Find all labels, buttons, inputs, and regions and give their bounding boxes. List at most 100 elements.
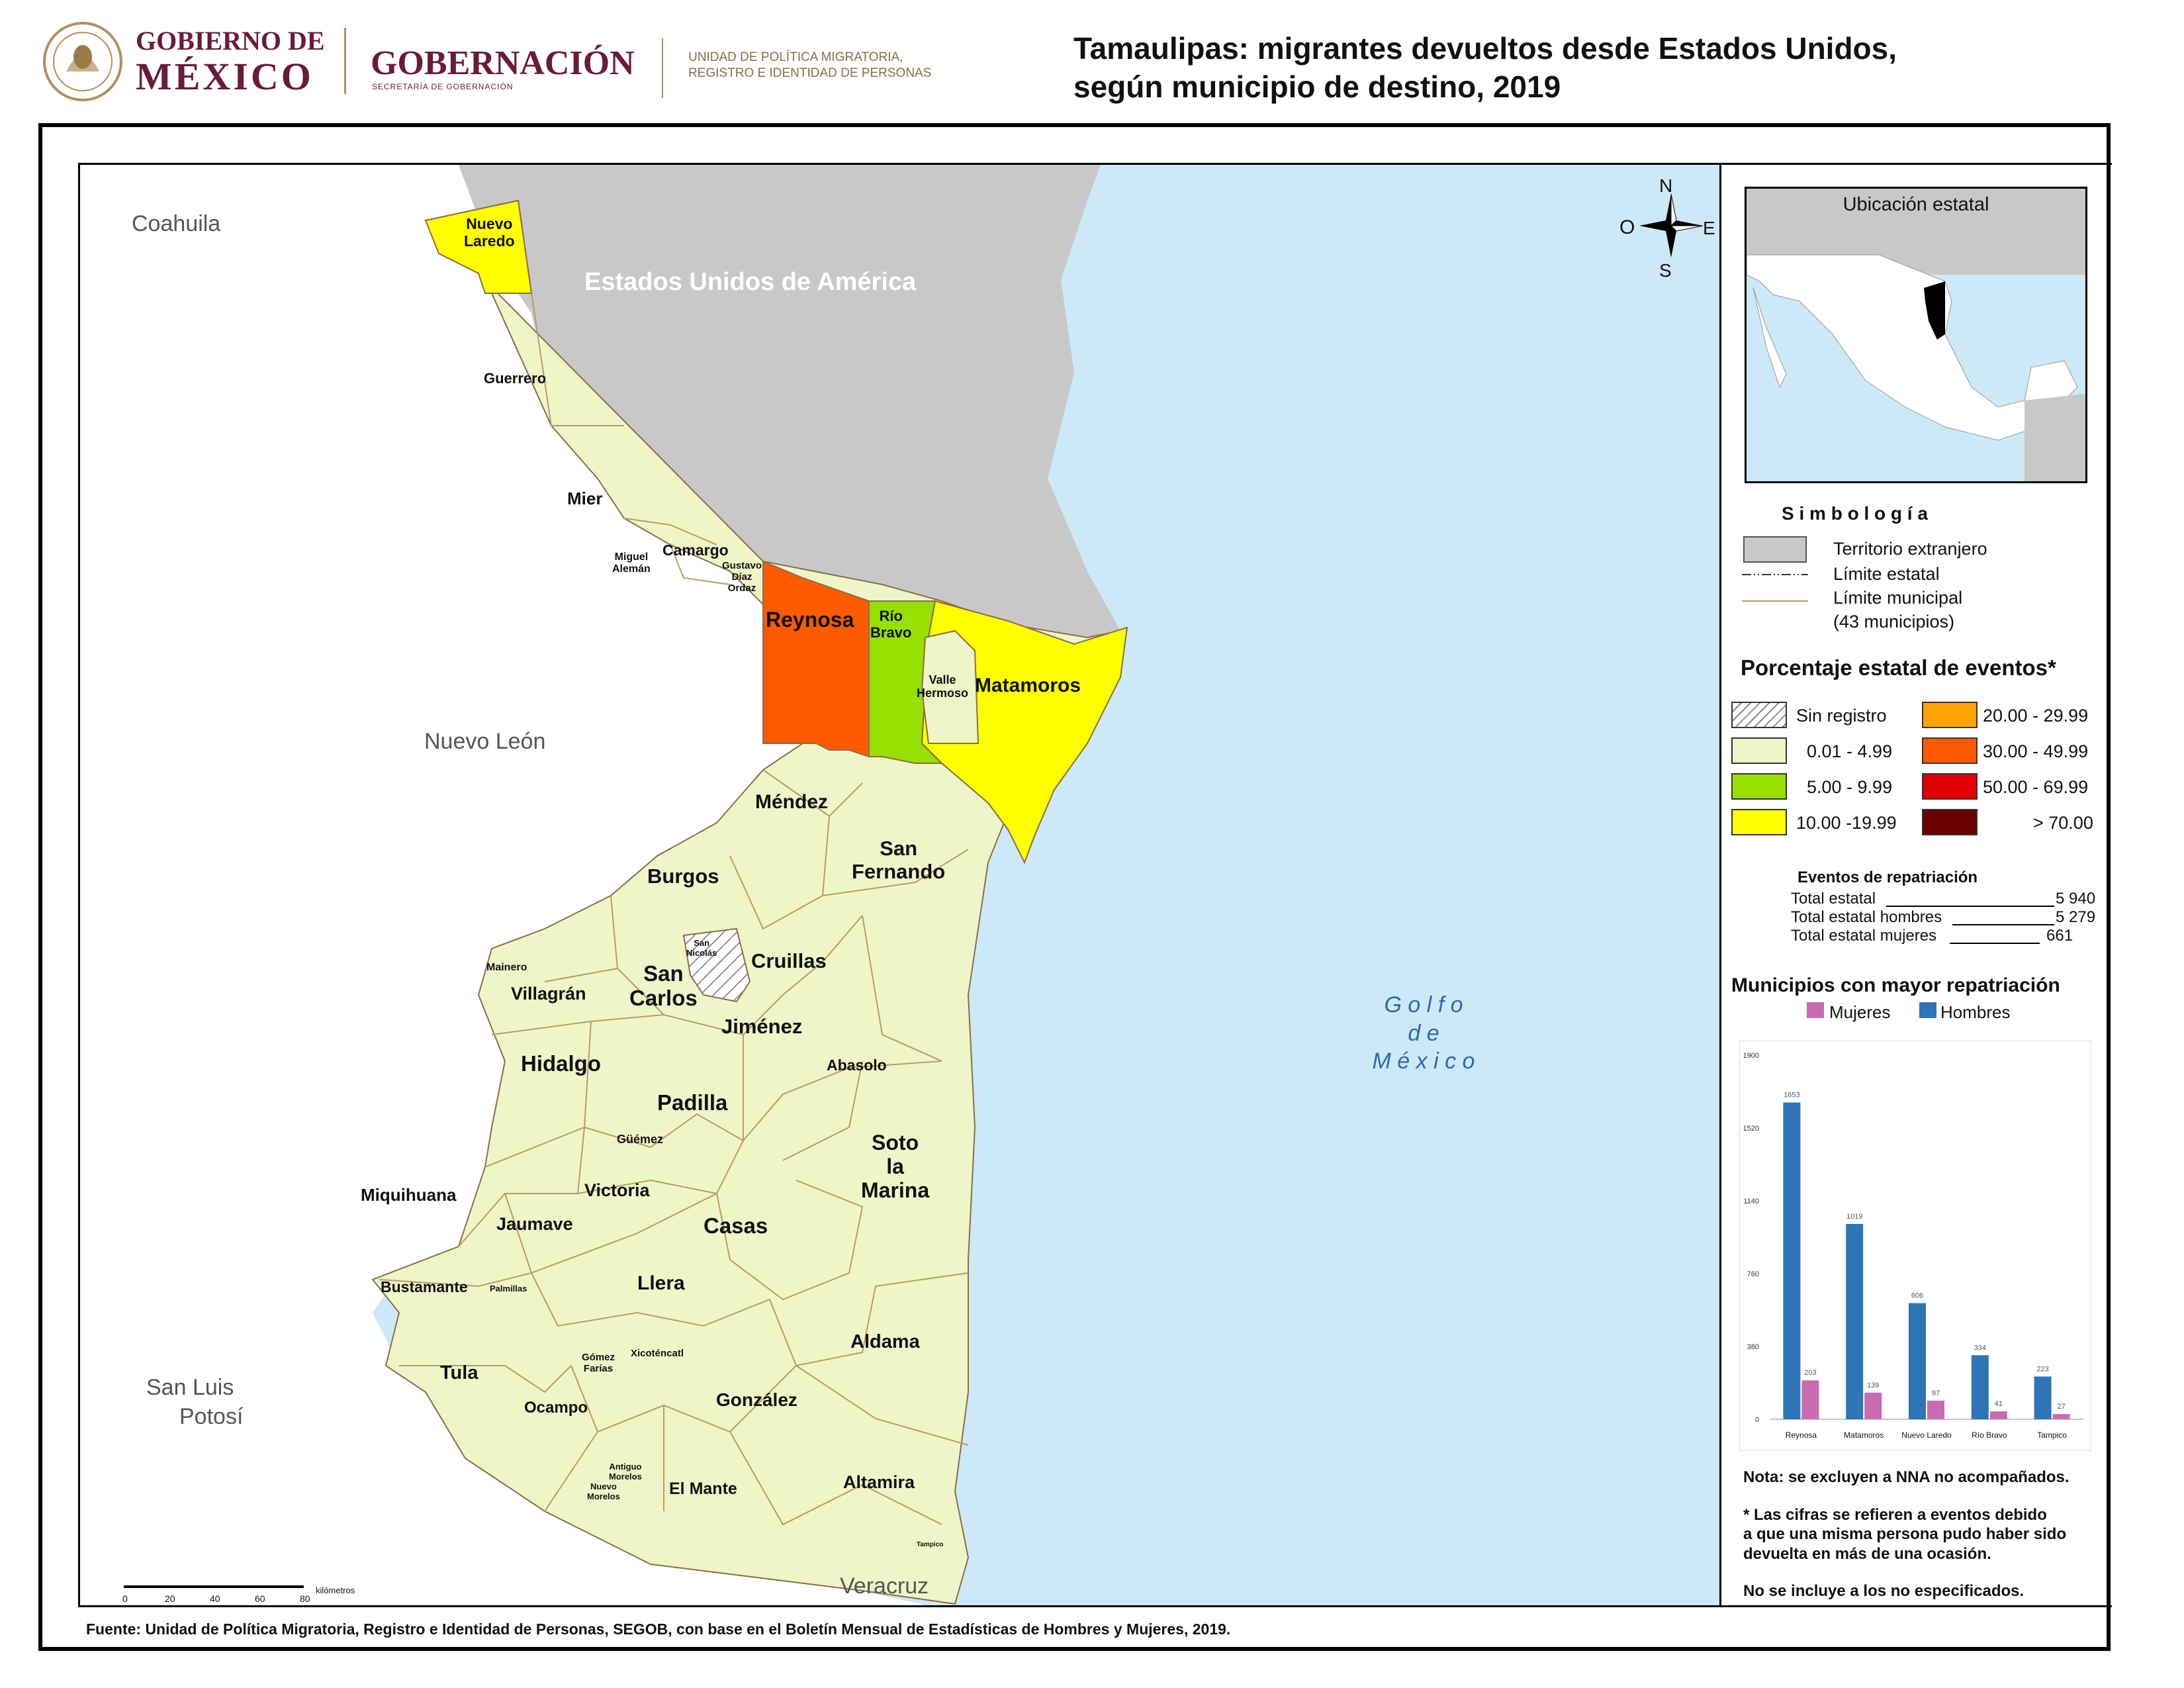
gdo-l3: Ordaz [727,582,756,594]
label-gulf-of-mexico: G o l f o d e M é x i c o [1324,991,1523,1076]
soto-l2: la [886,1154,904,1178]
data-label-hombres: 1019 [1846,1213,1862,1221]
label-llera: Llera [637,1272,685,1294]
label-matamoros: Matamoros [975,675,1081,696]
san-nicolas-l1: San [694,938,710,948]
stat-label-0: Total estatal [1791,890,1876,908]
label-veracruz: Veracruz [840,1573,929,1599]
label-soto-la-marina: Soto la Marina [861,1131,929,1202]
bar-hombres [1846,1224,1864,1419]
stat-leader-2 [1950,943,2040,944]
region-san-nicolas [682,927,751,1003]
note-nna: Nota: se excluyen a NNA no acompañados. [1743,1468,2070,1486]
title-line2: según municipio de destino, 2019 [1073,70,1561,104]
eventos-title: Eventos de repatriación [1797,868,1978,886]
san-nicolas-l2: Nicolás [686,947,717,958]
stat-leader-1 [1952,924,2054,925]
gulf-line2: d e [1408,1020,1439,1046]
region-valle-hermoso [921,630,979,744]
main-map: Coahuila Nuevo León San Luis Potosí Vera… [78,163,1721,1607]
gomez-farias-l1: Gómez [582,1352,615,1363]
compass-o: O [1619,216,1635,238]
scale-tick-60: 60 [255,1593,265,1604]
data-label-hombres: 223 [2036,1365,2048,1373]
legend-swatch-sin-registro [1731,702,1787,728]
percent-legend-title: Porcentaje estatal de eventos* [1741,655,2056,680]
stat-value-0: 5 940 [2056,890,2096,908]
outer-frame [38,123,2111,1651]
gulf-line3: M é x i c o [1372,1049,1475,1074]
stat-leader-0 [1886,906,2054,907]
simbologia-title: S i m b o l o g í a [1782,503,1928,524]
label-san-fernando: San Fernando [852,837,945,883]
nuevo-morelos-l2: Morelos [587,1491,620,1501]
header-divider-2 [662,38,663,98]
source-footer: Fuente: Unidad de Política Migratoria, R… [86,1620,1231,1638]
bar-mujeres [1801,1380,1819,1419]
data-label-mujeres: 139 [1867,1382,1879,1389]
data-label-hombres: 606 [1911,1292,1923,1300]
usa-territory [459,165,1120,637]
label-casas: Casas [704,1213,768,1238]
label-gustavo-diaz-ordaz: Gustavo Díaz Ordaz [722,560,762,594]
legend-label-3: 10.00 -19.99 [1796,813,1897,833]
label-miguel-aleman: Miguel Alemán [612,551,651,575]
scale-tick-40: 40 [210,1593,220,1604]
chart-title: Municipios con mayor repatriación [1731,974,2060,996]
label-jimenez: Jiménez [721,1015,803,1038]
label-burgos: Burgos [647,865,719,888]
map-svg [80,165,1719,1605]
chart-legend-mujeres: Mujeres [1829,1002,1891,1022]
rio-bravo-l1: Río [879,608,903,624]
legend-label-0: Sin registro [1796,706,1887,726]
data-label-mujeres: 203 [1804,1369,1816,1377]
y-tick-label: 0 [1755,1416,1759,1424]
label-mier: Mier [567,489,603,508]
sym-muni-limit-label: Límite municipal [1833,588,1963,608]
label-gomez-farias: Gómez Farías [582,1352,615,1375]
chart-legend-swatch-mujeres [1807,1002,1824,1018]
san-carlos-l1: San [643,961,684,986]
gdo-l2: Díaz [731,571,752,583]
y-tick-label: 1140 [1743,1197,1759,1205]
label-reynosa: Reynosa [766,608,854,632]
scale-tick-20: 20 [165,1593,175,1604]
municipal-boundaries [379,293,969,1526]
rio-bravo-l2: Bravo [870,624,912,641]
bar-mujeres [1927,1400,1944,1419]
legend-swatch-2 [1731,773,1787,800]
antiguo-morelos-l1: Antiguo [609,1462,642,1472]
miguel-aleman-l2: Alemán [612,563,651,575]
note-events: * Las cifras se refieren a eventos debid… [1743,1505,2066,1564]
bar-hombres [2034,1376,2052,1419]
stat-label-2: Total estatal mujeres [1791,927,1937,945]
label-guemez: Güémez [617,1133,664,1146]
neighbor-states-area [80,165,925,1605]
sym-foreign-label: Territorio extranjero [1833,539,1987,559]
region-nuevo-laredo [424,199,533,294]
label-mendez: Méndez [755,791,829,813]
bar-hombres [1909,1303,1926,1419]
label-valle-hermoso: Valle Hermoso [917,673,968,700]
label-palmillas: Palmillas [490,1284,527,1293]
unidad-line2: REGISTRO E IDENTIDAD DE PERSONAS [688,66,932,80]
label-el-mante: El Mante [669,1479,737,1498]
gulf-line1: G o l f o [1384,992,1463,1017]
legend-swatch-5 [1922,737,1978,764]
bar-mujeres [1864,1392,1882,1419]
san-fernando-l2: Fernando [852,859,946,883]
nuevo-morelos-l1: Nuevo [590,1481,617,1491]
san-carlos-l2: Carlos [629,985,698,1010]
label-nuevo-leon: Nuevo León [424,729,546,754]
scale-line [124,1585,304,1588]
note-events-l3: devuelta en más de una ocasión. [1743,1544,1991,1563]
bar-hombres [1971,1355,1989,1419]
compass-rose-icon [1639,193,1704,258]
bar-hombres [1783,1102,1801,1419]
legend-swatch-3 [1731,809,1787,835]
note-events-l2: a que una misma persona pudo haber sido [1743,1525,2067,1544]
sym-muni-count-label: (43 municipios) [1833,612,1955,632]
miguel-aleman-l1: Miguel [614,551,649,563]
soto-l3: Marina [861,1178,930,1202]
data-label-mujeres: 41 [1995,1400,2003,1408]
